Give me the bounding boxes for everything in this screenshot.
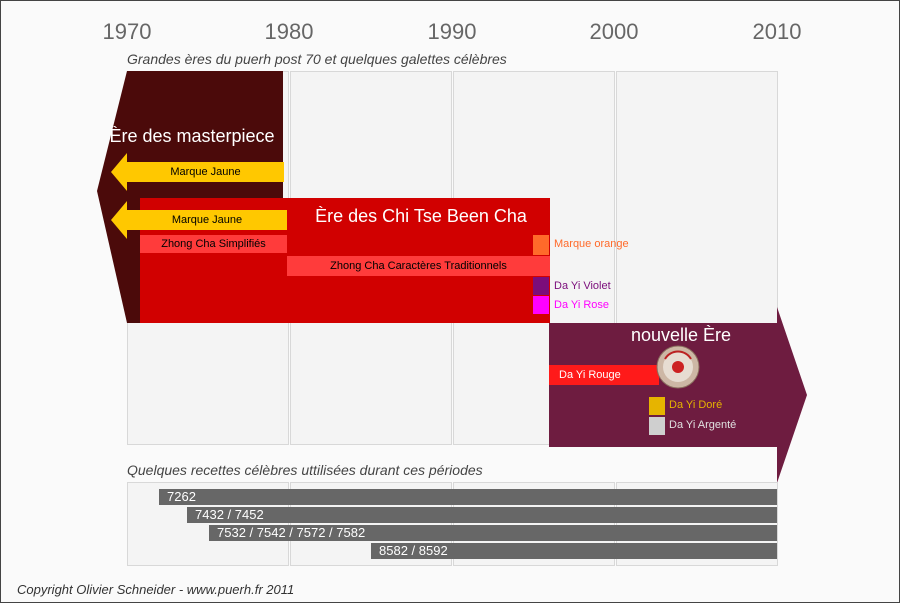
year-label: 1970: [102, 19, 152, 44]
recipe-bar: 8582 / 8592: [371, 543, 777, 559]
da-yi-dore-marker: [649, 397, 665, 415]
marque-orange-marker: [533, 235, 549, 255]
copyright-text: Copyright Olivier Schneider - www.puerh.…: [17, 582, 295, 597]
recipe-bar: 7532 / 7542 / 7572 / 7582: [209, 525, 777, 541]
masterpiece-era-title: Ère des masterpiece: [109, 126, 275, 146]
marque-orange-label: Marque orange: [554, 238, 629, 250]
year-label: 1990: [427, 19, 477, 44]
recipe-bar: 7262: [159, 489, 777, 505]
zhong-cha-simplifies-bar: Zhong Cha Simplifiés: [140, 235, 287, 253]
nouvelle-era-shape: [549, 307, 807, 483]
marque-jaune-label: Marque Jaune: [171, 214, 243, 226]
recipe-bar: 7432 / 7452: [187, 507, 777, 523]
marque-jaune-label: Marque Jaune: [170, 166, 241, 178]
da-yi-rouge-label: Da Yi Rouge: [559, 369, 621, 381]
marque-jaune-arrow: [111, 201, 287, 239]
chi-tse-era-title: Ère des Chi Tse Been Cha: [315, 206, 527, 226]
bottom-caption: Quelques recettes célèbres uttilisées du…: [127, 462, 483, 478]
year-label: 1980: [264, 19, 314, 44]
marque-jaune-arrow: [111, 153, 284, 191]
year-label: 2010: [752, 19, 802, 44]
da-yi-violet-label: Da Yi Violet: [554, 280, 611, 292]
da-yi-argente-label: Da Yi Argenté: [669, 419, 737, 431]
da-yi-rouge-bar: [549, 365, 659, 385]
zhong-cha-traditionnels-bar: Zhong Cha Caractères Traditionnels: [287, 256, 550, 276]
da-yi-rose-marker: [533, 296, 549, 314]
year-label: 2000: [589, 19, 639, 44]
tea-cake-image: [656, 345, 700, 389]
da-yi-rose-label: Da Yi Rose: [554, 299, 610, 311]
da-yi-argente-marker: [649, 417, 665, 435]
top-caption: Grandes ères du puerh post 70 et quelque…: [127, 51, 507, 67]
nouvelle-era-title: nouvelle Ère: [630, 325, 732, 345]
da-yi-violet-marker: [533, 277, 549, 295]
da-yi-dore-label: Da Yi Doré: [669, 399, 723, 411]
